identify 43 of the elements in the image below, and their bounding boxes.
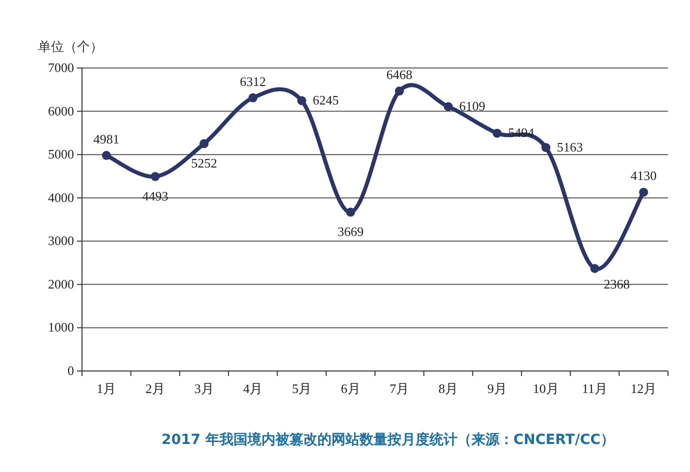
x-tick-label: 8月 [438,381,458,396]
x-tick-label: 11月 [582,381,608,396]
y-tick-label: 0 [68,363,74,378]
data-label: 6312 [240,74,266,89]
y-tick-label: 2000 [48,276,74,292]
y-axis-title: 单位（个） [38,40,103,55]
x-tick-label: 3月 [194,381,214,396]
point [297,96,306,106]
point [248,93,258,102]
point [150,172,160,182]
x-tick-label: 2月 [146,381,165,396]
data-label: 6109 [459,98,486,114]
point [639,188,648,197]
text: 2017 年我国境内被篡改的网站数量按月度统计（来源：CNCERT/CC） [161,431,615,448]
point [444,102,453,112]
y-tick-label: 1000 [48,320,74,335]
data-label: 5252 [191,156,218,171]
data-label: 4130 [630,168,657,184]
point [394,86,404,96]
x-tick-label: 1月 [96,381,116,396]
y-tick-label: 6000 [48,103,74,118]
x-tick-label: 7月 [390,381,410,396]
data-label: 6468 [386,67,412,82]
x-tick-label: 10月 [532,381,559,396]
x-tick-label: 12月 [630,381,657,396]
x-tick-label: 6月 [340,381,360,396]
y-tick-label: 4000 [48,190,74,205]
x-tick-label: 9月 [487,381,507,396]
data-label: 4981 [93,131,120,146]
point [492,128,502,138]
point [346,208,356,217]
point [590,264,600,273]
data-label: 3669 [338,224,364,240]
point [541,143,550,152]
y-tick-label: 7000 [48,60,74,75]
x-tick-label: 4月 [243,381,263,396]
data-label: 5163 [556,140,583,155]
point [200,139,209,148]
y-tick-label: 3000 [48,233,74,248]
data-label: 6245 [312,92,339,108]
point [102,150,111,160]
y-tick-label: 5000 [48,146,74,162]
x-tick-label: 5月 [292,381,312,396]
